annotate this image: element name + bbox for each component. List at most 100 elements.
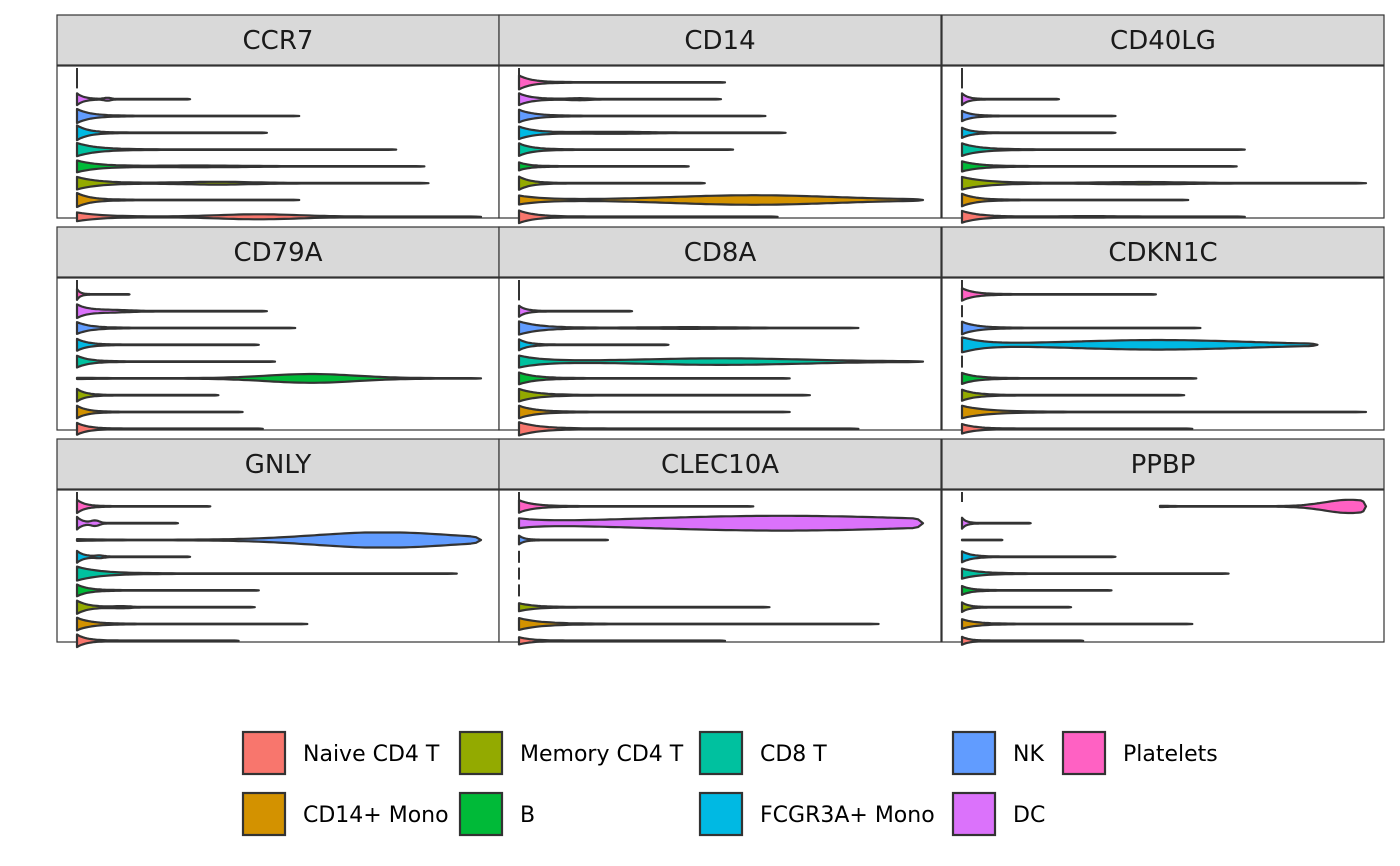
violin-cd14-nk bbox=[517, 108, 767, 124]
legend-item-nk: NK bbox=[951, 730, 1044, 776]
facet-cd40lg: CD40LG bbox=[941, 14, 1385, 224]
violin-cd79a-memory-cd4-t bbox=[75, 387, 220, 403]
facet-strip-label: GNLY bbox=[245, 450, 312, 480]
facet-plot-area bbox=[941, 277, 1385, 431]
violin-ppbp-b bbox=[960, 584, 1113, 596]
legend-label: CD14+ Mono bbox=[303, 803, 449, 828]
violin-gnly-memory-cd4-t bbox=[75, 599, 256, 615]
violin-cd14-fcgr3a-mono bbox=[517, 125, 787, 141]
violin-cd8a-dc bbox=[517, 304, 634, 318]
violin-gnly-naive-cd4-t bbox=[75, 633, 240, 649]
violin-cdkn1c-b bbox=[960, 371, 1198, 385]
violin-cd8a-memory-cd4-t bbox=[517, 387, 811, 403]
violin-cd40lg-dc bbox=[960, 92, 1061, 107]
violin-clec10a-cd14-mono bbox=[517, 617, 880, 631]
violin-ppbp-memory-cd4-t bbox=[960, 601, 1073, 614]
facet-strip bbox=[56, 14, 500, 66]
violin-clec10a-memory-cd4-t bbox=[517, 602, 771, 613]
legend-key bbox=[698, 730, 744, 776]
facet-cd79a: CD79A bbox=[56, 226, 500, 436]
violin-cd79a-nk bbox=[75, 321, 297, 335]
violin-gnly-nk bbox=[75, 531, 483, 549]
facet-strip-label: PPBP bbox=[1131, 450, 1196, 480]
legend-item-memory-cd4-t: Memory CD4 T bbox=[458, 730, 684, 776]
violin-cd40lg-cd14-mono bbox=[960, 192, 1190, 208]
facet-plot-area bbox=[56, 489, 500, 643]
violin-cd14-cd14-mono bbox=[517, 194, 925, 206]
violin-cd79a-platelets bbox=[75, 287, 131, 301]
violin-ccr7-cd8-t bbox=[75, 141, 398, 158]
legend-label: Platelets bbox=[1123, 742, 1218, 767]
violin-gnly-cd14-mono bbox=[75, 616, 309, 632]
violin-cd40lg-cd8-t bbox=[960, 142, 1246, 157]
facet-strip bbox=[941, 438, 1385, 490]
legend-key bbox=[241, 791, 287, 837]
facet-plot-area bbox=[56, 277, 500, 431]
violin-cd40lg-naive-cd4-t bbox=[960, 209, 1246, 224]
legend-label: CD8 T bbox=[760, 742, 827, 767]
violin-cd14-memory-cd4-t bbox=[517, 175, 706, 191]
facet-strip-label: CD14 bbox=[684, 26, 755, 56]
violin-ppbp-cd8-t bbox=[960, 567, 1230, 580]
facet-cd8a: CD8A bbox=[498, 226, 942, 437]
facet-strip-label: CLEC10A bbox=[661, 450, 779, 480]
violin-ppbp-naive-cd4-t bbox=[960, 635, 1085, 646]
facet-gnly: GNLY bbox=[56, 438, 500, 649]
violin-gnly-cd8-t bbox=[75, 565, 458, 582]
violin-ppbp-fcgr3a-mono bbox=[960, 550, 1117, 564]
legend-item-b: B bbox=[458, 791, 535, 837]
facet-strip-label: CD8A bbox=[684, 238, 757, 268]
violin-cd79a-dc bbox=[75, 303, 268, 320]
violin-clec10a-platelets bbox=[517, 499, 755, 514]
violin-cd8a-fcgr3a-mono bbox=[517, 338, 670, 352]
facet-cd14: CD14 bbox=[498, 14, 942, 225]
legend-key bbox=[698, 791, 744, 837]
legend: Naive CD4 T CD14+ Mono Memory CD4 T B CD8 T F… bbox=[241, 730, 1218, 837]
violin-cd14-dc bbox=[517, 92, 723, 107]
facet-strip-label: CCR7 bbox=[243, 26, 314, 56]
facet-plot-area bbox=[941, 65, 1385, 219]
violin-ccr7-nk bbox=[75, 107, 301, 125]
facet-clec10a: CLEC10A bbox=[498, 438, 942, 646]
facet-plot-area bbox=[56, 65, 500, 219]
violin-cd40lg-fcgr3a-mono bbox=[960, 126, 1117, 139]
legend-label: NK bbox=[1013, 742, 1044, 767]
violin-ccr7-memory-cd4-t bbox=[75, 175, 430, 191]
facet-strip bbox=[56, 438, 500, 490]
legend-key bbox=[951, 791, 997, 837]
violin-cdkn1c-memory-cd4-t bbox=[960, 388, 1186, 402]
violin-cd14-cd8-t bbox=[517, 142, 735, 157]
violin-ccr7-dc bbox=[75, 92, 192, 107]
violin-ccr7-b bbox=[75, 159, 426, 174]
violin-cd79a-cd14-mono bbox=[75, 404, 244, 420]
violin-cd79a-naive-cd4-t bbox=[75, 421, 264, 436]
violin-ccr7-naive-cd4-t bbox=[75, 211, 483, 223]
facet-ccr7: CCR7 bbox=[56, 14, 500, 223]
violin-cd14-platelets bbox=[517, 74, 727, 91]
violin-cd40lg-memory-cd4-t bbox=[960, 175, 1368, 191]
facet-plot-area bbox=[941, 489, 1385, 643]
facet-cdkn1c: CDKN1C bbox=[941, 226, 1385, 435]
violin-cd14-naive-cd4-t bbox=[517, 209, 779, 225]
legend-item-fcgr3a-mono: FCGR3A+ Mono bbox=[698, 791, 935, 837]
violin-ccr7-fcgr3a-mono bbox=[75, 124, 268, 142]
violin-cdkn1c-nk bbox=[960, 320, 1202, 336]
violin-cdkn1c-platelets bbox=[960, 287, 1157, 302]
legend-item-naive-cd4-t: Naive CD4 T bbox=[241, 730, 440, 776]
violin-clec10a-naive-cd4-t bbox=[517, 636, 727, 646]
violin-cdkn1c-cd14-mono bbox=[960, 404, 1368, 420]
violin-gnly-fcgr3a-mono bbox=[75, 549, 192, 564]
violin-cd40lg-b bbox=[960, 160, 1238, 173]
violin-cd8a-b bbox=[517, 371, 791, 386]
violin-ppbp-dc bbox=[960, 516, 1032, 530]
facet-strip bbox=[498, 226, 942, 278]
facet-strip bbox=[941, 14, 1385, 66]
legend-label: DC bbox=[1013, 803, 1045, 828]
violin-cd79a-b bbox=[75, 372, 483, 384]
legend-key bbox=[1061, 730, 1107, 776]
facet-strip bbox=[498, 438, 942, 490]
legend-key bbox=[458, 791, 504, 837]
facet-plot-area bbox=[498, 489, 942, 643]
violin-cd8a-cd8-t bbox=[517, 354, 925, 369]
